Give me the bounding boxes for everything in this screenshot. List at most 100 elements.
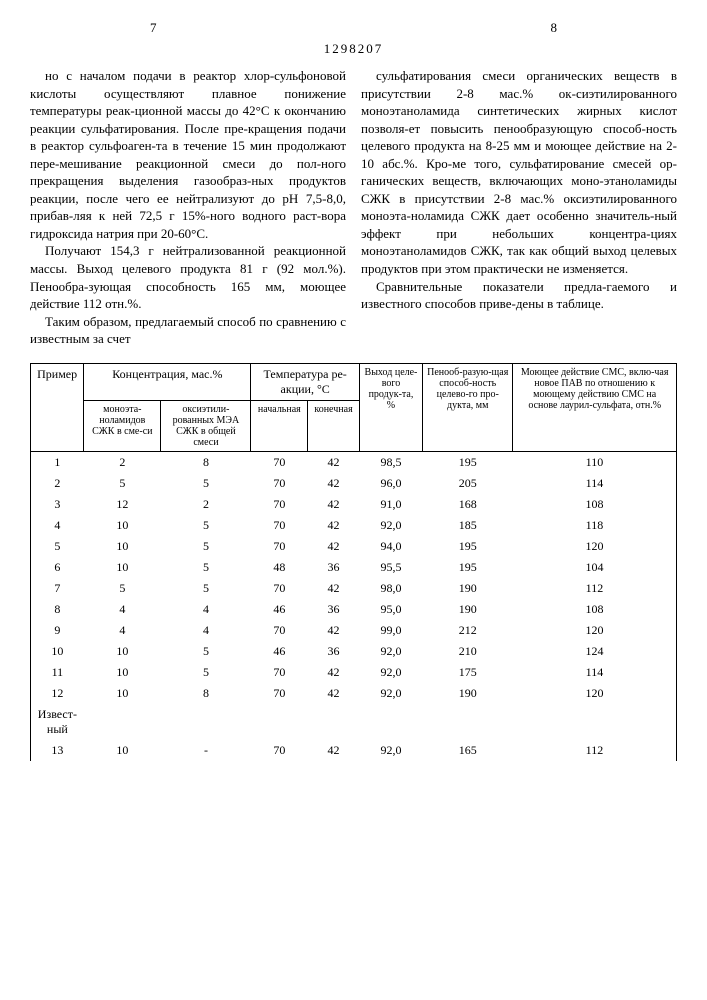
table-cell: 5: [84, 578, 161, 599]
header-example: Пример: [31, 363, 84, 451]
table-cell: 2: [31, 473, 84, 494]
table-cell: 7: [31, 578, 84, 599]
table-cell: 42: [308, 473, 360, 494]
table-cell: 5: [161, 662, 251, 683]
table-cell: 118: [513, 515, 677, 536]
table-cell: 12: [31, 683, 84, 704]
table-cell: 114: [513, 473, 677, 494]
table-cell: 190: [423, 578, 513, 599]
table-cell: 185: [423, 515, 513, 536]
table-cell: 110: [513, 451, 677, 473]
table-cell: 5: [161, 578, 251, 599]
table-cell: 12: [84, 494, 161, 515]
table-cell: 5: [161, 536, 251, 557]
left-paragraph-2: Получают 154,3 г нейтрализованной реакци…: [30, 242, 346, 312]
table-cell: 70: [251, 740, 308, 761]
table-cell: [308, 704, 360, 740]
table-cell: 13: [31, 740, 84, 761]
text-columns: но с началом подачи в реактор хлор-сульф…: [30, 67, 677, 348]
table-cell: 46: [251, 641, 308, 662]
table-cell: 1: [31, 451, 84, 473]
table-cell: 70: [251, 683, 308, 704]
table-cell: 205: [423, 473, 513, 494]
header-mono: моноэта-ноламидов СЖК в сме-си: [84, 400, 161, 451]
table-cell: 42: [308, 683, 360, 704]
table-cell: 10: [84, 515, 161, 536]
header-temp-end: конечная: [308, 400, 360, 451]
table-row: Извест-ный: [31, 704, 677, 740]
table-cell: 36: [308, 557, 360, 578]
table-cell: 195: [423, 451, 513, 473]
table-cell: 42: [308, 578, 360, 599]
table-cell: 92,0: [359, 641, 422, 662]
table-cell: 95,5: [359, 557, 422, 578]
table-cell: 91,0: [359, 494, 422, 515]
table-cell: 10: [84, 557, 161, 578]
header-yield: Выход целе-вого продук-та, %: [359, 363, 422, 451]
table-cell: 98,5: [359, 451, 422, 473]
table-cell: 114: [513, 662, 677, 683]
table-cell: 42: [308, 515, 360, 536]
table-cell: 70: [251, 473, 308, 494]
table-cell: 8: [161, 451, 251, 473]
table-cell: 70: [251, 578, 308, 599]
table-cell: 124: [513, 641, 677, 662]
table-cell: 112: [513, 578, 677, 599]
table-cell: 92,0: [359, 740, 422, 761]
table-cell: 5: [161, 515, 251, 536]
table-cell: 96,0: [359, 473, 422, 494]
table-cell: 120: [513, 620, 677, 641]
table-row: 5105704294,0195120: [31, 536, 677, 557]
table-cell: [161, 704, 251, 740]
table-cell: 112: [513, 740, 677, 761]
table-cell: 98,0: [359, 578, 422, 599]
table-body: 128704298,5195110255704296,0205114312270…: [31, 451, 677, 761]
table-row: 844463695,0190108: [31, 599, 677, 620]
table-cell: 42: [308, 451, 360, 473]
table-cell: -: [161, 740, 251, 761]
table-row: 10105463692,0210124: [31, 641, 677, 662]
table-cell: 48: [251, 557, 308, 578]
page-number-right: 8: [551, 20, 558, 36]
table-cell: 9: [31, 620, 84, 641]
table-row: 1310-704292,0165112: [31, 740, 677, 761]
table-row: 11105704292,0175114: [31, 662, 677, 683]
table-row: 12108704292,0190120: [31, 683, 677, 704]
table-cell: 5: [161, 473, 251, 494]
table-row: 4105704292,0185118: [31, 515, 677, 536]
table-cell: 94,0: [359, 536, 422, 557]
table-cell: 4: [161, 599, 251, 620]
table-cell: 42: [308, 536, 360, 557]
table-cell: 99,0: [359, 620, 422, 641]
table-cell: 4: [84, 620, 161, 641]
table-row: 128704298,5195110: [31, 451, 677, 473]
left-paragraph-3: Таким образом, предлагаемый способ по ср…: [30, 313, 346, 348]
table-cell: 36: [308, 599, 360, 620]
table-cell: 70: [251, 620, 308, 641]
table-cell: [359, 704, 422, 740]
table-cell: [251, 704, 308, 740]
table-cell: 36: [308, 641, 360, 662]
table-cell: 2: [84, 451, 161, 473]
table-cell: 70: [251, 662, 308, 683]
table-cell: 2: [161, 494, 251, 515]
table-cell: Извест-ный: [31, 704, 84, 740]
table-cell: 70: [251, 451, 308, 473]
table-cell: 10: [84, 641, 161, 662]
table-cell: 195: [423, 536, 513, 557]
table-cell: 104: [513, 557, 677, 578]
table-cell: 92,0: [359, 683, 422, 704]
table-cell: 10: [84, 662, 161, 683]
table-cell: 210: [423, 641, 513, 662]
table-cell: 120: [513, 536, 677, 557]
table-cell: 42: [308, 740, 360, 761]
header-concentration: Концентрация, мас.%: [84, 363, 251, 400]
table-cell: 42: [308, 662, 360, 683]
table-cell: 212: [423, 620, 513, 641]
table-cell: 6: [31, 557, 84, 578]
data-table: Пример Концентрация, мас.% Температура р…: [30, 363, 677, 761]
table-row: 755704298,0190112: [31, 578, 677, 599]
table-cell: 4: [161, 620, 251, 641]
table-cell: 46: [251, 599, 308, 620]
table-cell: 70: [251, 494, 308, 515]
